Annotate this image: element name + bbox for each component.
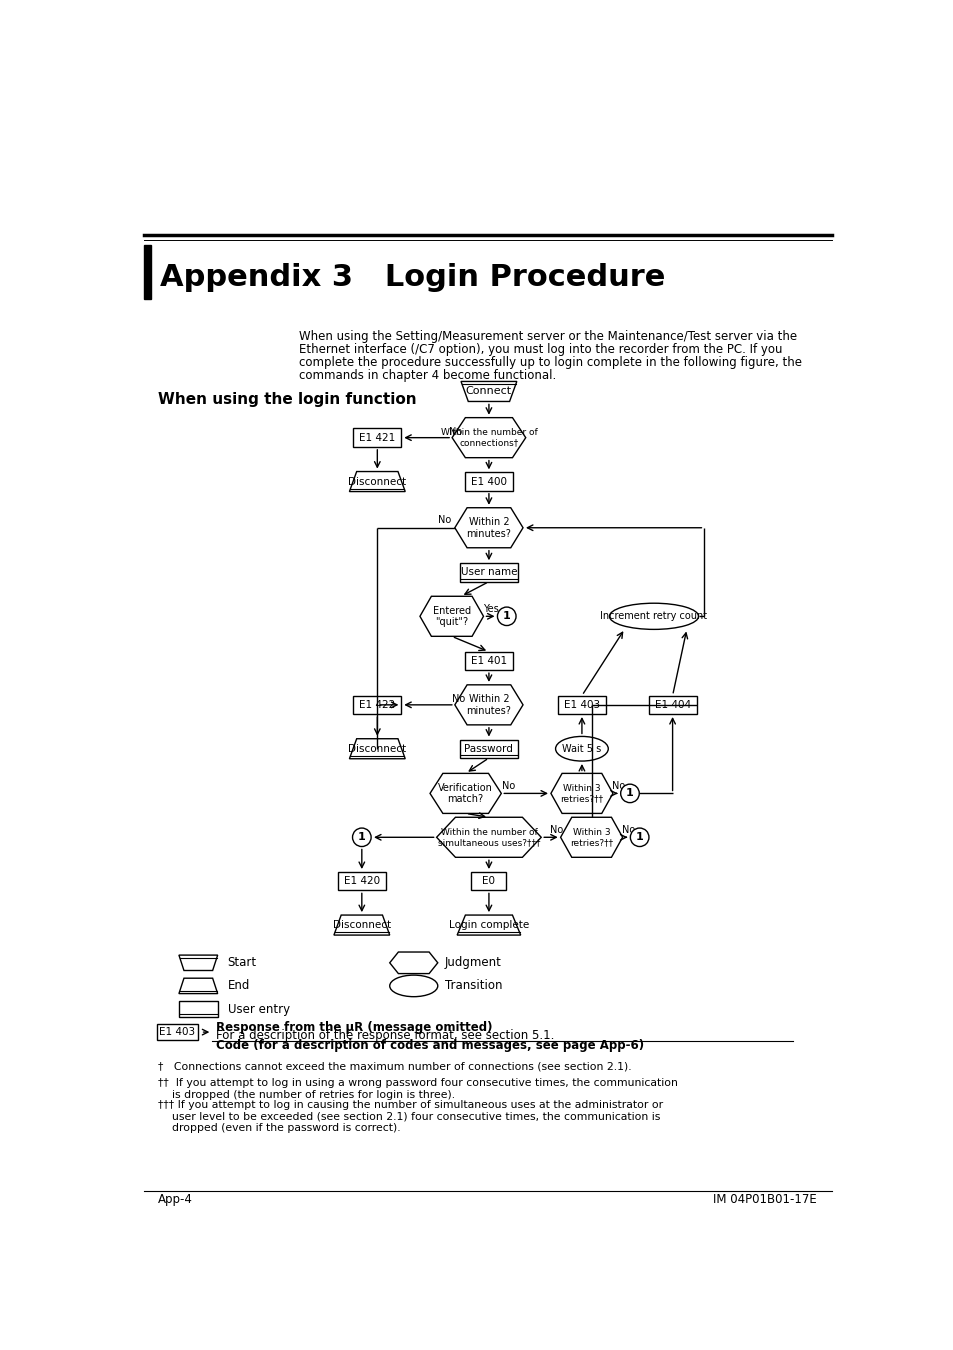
Text: Judgment: Judgment — [444, 956, 501, 969]
Text: E1 403: E1 403 — [159, 1027, 195, 1037]
Text: Login complete: Login complete — [448, 921, 529, 930]
Text: End: End — [228, 979, 250, 992]
Bar — [353, 428, 401, 447]
Polygon shape — [456, 915, 520, 936]
Text: E1 400: E1 400 — [471, 477, 506, 486]
Text: Entered
"quit"?: Entered "quit"? — [433, 606, 470, 628]
Text: E1 401: E1 401 — [471, 656, 506, 666]
Text: Increment retry count: Increment retry count — [599, 612, 707, 621]
Polygon shape — [349, 471, 405, 491]
Text: User entry: User entry — [228, 1003, 290, 1015]
Text: Within 3
retries?††: Within 3 retries?†† — [570, 828, 613, 846]
Polygon shape — [419, 597, 483, 636]
Bar — [464, 472, 513, 491]
Text: Start: Start — [228, 956, 256, 969]
Polygon shape — [179, 954, 217, 971]
Polygon shape — [455, 508, 522, 548]
Text: 1: 1 — [357, 833, 365, 842]
Polygon shape — [560, 817, 622, 857]
Text: App-4: App-4 — [158, 1193, 193, 1207]
Text: Appendix 3   Login Procedure: Appendix 3 Login Procedure — [160, 263, 665, 292]
Polygon shape — [452, 417, 525, 458]
Polygon shape — [334, 915, 390, 936]
Text: complete the procedure successfully up to login complete in the following figure: complete the procedure successfully up t… — [298, 356, 801, 369]
Text: 1: 1 — [625, 788, 633, 798]
Text: E0: E0 — [482, 876, 495, 886]
Text: Disconnect: Disconnect — [348, 744, 406, 753]
Bar — [464, 652, 513, 670]
Text: Within the number of
simultaneous uses?†††: Within the number of simultaneous uses?†… — [437, 828, 539, 846]
Bar — [459, 563, 517, 582]
Text: ††† If you attempt to log in causing the number of simultaneous uses at the admi: ††† If you attempt to log in causing the… — [158, 1100, 662, 1133]
Text: †   Connections cannot exceed the maximum number of connections (see section 2.1: † Connections cannot exceed the maximum … — [158, 1061, 631, 1072]
Bar — [179, 1002, 217, 1017]
Polygon shape — [349, 738, 405, 759]
Text: No: No — [452, 694, 465, 703]
Text: Within 3
retries?††: Within 3 retries?†† — [559, 784, 603, 803]
Text: Within 2
minutes?: Within 2 minutes? — [466, 517, 511, 539]
Text: Within 2
minutes?: Within 2 minutes? — [466, 694, 511, 716]
Polygon shape — [460, 382, 517, 401]
Circle shape — [353, 828, 371, 846]
Ellipse shape — [390, 975, 437, 996]
Text: Ethernet interface (/C7 option), you must log into the recorder from the PC. If : Ethernet interface (/C7 option), you mus… — [298, 343, 781, 356]
Bar — [353, 695, 401, 714]
Text: Verification
match?: Verification match? — [437, 783, 493, 805]
Polygon shape — [550, 774, 612, 814]
Text: E1 404: E1 404 — [654, 699, 690, 710]
Text: Response from the μR (message omitted): Response from the μR (message omitted) — [216, 1021, 492, 1034]
Polygon shape — [436, 817, 540, 857]
Text: No: No — [550, 825, 563, 836]
Text: No: No — [612, 782, 625, 791]
Text: Transition: Transition — [444, 979, 501, 992]
Text: Within the number of
connections†: Within the number of connections† — [440, 428, 537, 447]
Text: 1: 1 — [635, 833, 643, 842]
Bar — [337, 872, 385, 891]
Text: Wait 5 s: Wait 5 s — [561, 744, 601, 753]
Polygon shape — [179, 979, 217, 994]
Text: ††  If you attempt to log in using a wrong password four consecutive times, the : †† If you attempt to log in using a wron… — [158, 1079, 678, 1100]
Text: IM 04P01B01-17E: IM 04P01B01-17E — [712, 1193, 816, 1207]
Ellipse shape — [609, 603, 698, 629]
Text: When using the Setting/Measurement server or the Maintenance/Test server via the: When using the Setting/Measurement serve… — [298, 329, 797, 343]
Text: Disconnect: Disconnect — [333, 921, 391, 930]
Bar — [558, 695, 605, 714]
Text: No: No — [502, 782, 516, 791]
Polygon shape — [455, 684, 522, 725]
Text: E1 421: E1 421 — [359, 432, 395, 443]
Bar — [144, 246, 151, 300]
Circle shape — [630, 828, 648, 846]
Text: Connect: Connect — [465, 386, 512, 397]
Text: No: No — [449, 427, 462, 436]
Text: Disconnect: Disconnect — [348, 477, 406, 486]
Text: For a description of the response format, see section 5.1.: For a description of the response format… — [216, 1029, 554, 1042]
Circle shape — [497, 608, 516, 625]
Text: E1 422: E1 422 — [359, 699, 395, 710]
Text: commands in chapter 4 become functional.: commands in chapter 4 become functional. — [298, 369, 556, 382]
Text: E1 403: E1 403 — [563, 699, 599, 710]
Text: Password: Password — [464, 744, 513, 753]
Polygon shape — [430, 774, 500, 814]
Text: E1 420: E1 420 — [343, 876, 379, 886]
Bar — [471, 872, 506, 891]
Text: No: No — [621, 825, 635, 836]
Text: No: No — [437, 516, 451, 525]
Text: 1: 1 — [502, 612, 510, 621]
Bar — [157, 1025, 197, 1040]
Text: User name: User name — [460, 567, 517, 578]
Text: Yes: Yes — [483, 605, 498, 614]
Text: Code (for a description of codes and messages, see page App-6): Code (for a description of codes and mes… — [216, 1040, 643, 1053]
Text: When using the login function: When using the login function — [158, 392, 416, 406]
Circle shape — [620, 784, 639, 803]
Bar — [648, 695, 696, 714]
Bar — [459, 740, 517, 757]
Ellipse shape — [555, 736, 608, 761]
Polygon shape — [390, 952, 437, 973]
